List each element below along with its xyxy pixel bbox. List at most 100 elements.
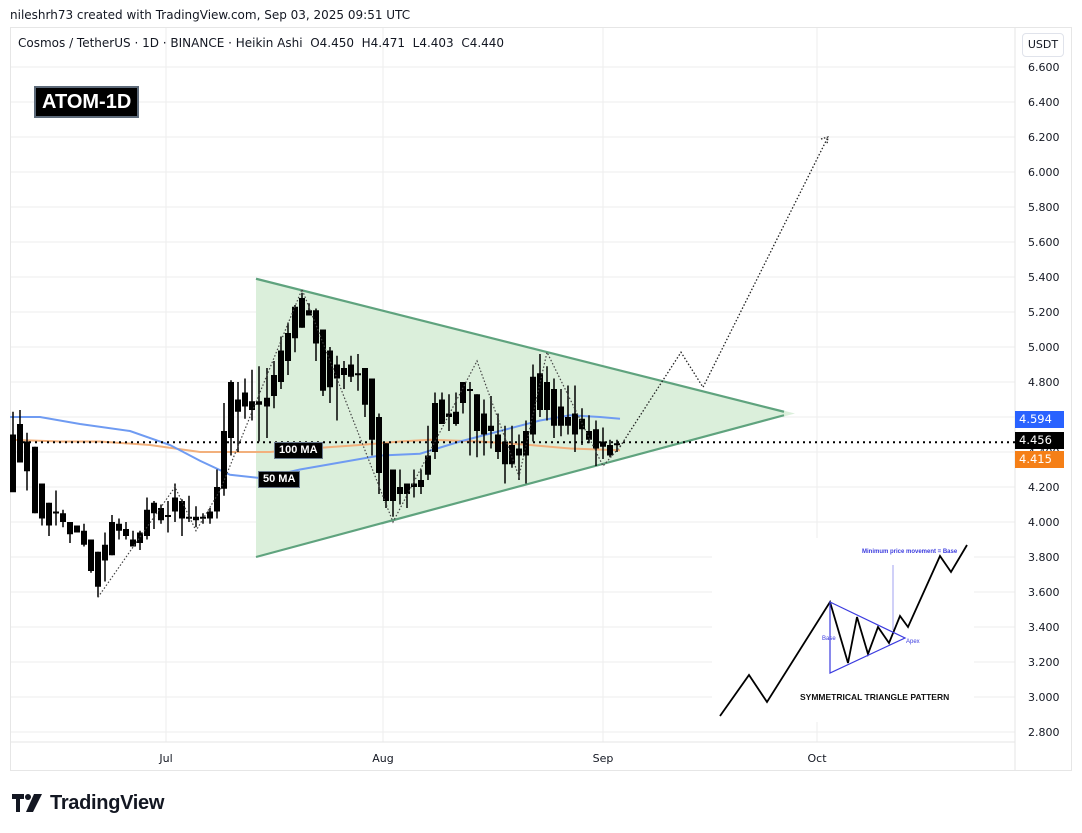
candle	[586, 415, 592, 444]
candle	[249, 369, 255, 421]
candle	[530, 364, 536, 442]
ma50-price-tag: 4.594	[1015, 411, 1064, 428]
y-axis-label: 3.600	[1028, 586, 1060, 599]
y-axis-label: 2.800	[1028, 726, 1060, 739]
candle	[39, 483, 45, 526]
candle	[460, 382, 466, 414]
inset-note: Minimum price movement = Base	[862, 549, 958, 555]
tradingview-logo-text: TradingView	[50, 791, 165, 814]
projection-path[interactable]	[619, 136, 829, 448]
projection-arrowhead-icon	[820, 136, 829, 145]
candle	[207, 508, 213, 524]
triangle-lower-trendline[interactable]	[255, 414, 785, 559]
ohlc-values: O4.450 H4.471 L4.403 C4.440	[310, 36, 505, 50]
candle	[439, 392, 445, 424]
candle	[10, 411, 16, 493]
candle	[271, 361, 277, 409]
candle	[481, 399, 487, 456]
candle	[432, 392, 438, 459]
candle	[376, 413, 382, 494]
candle	[600, 427, 606, 459]
y-axis-label: 4.800	[1028, 376, 1060, 389]
candle	[411, 469, 417, 498]
candle	[453, 392, 459, 426]
candle	[607, 439, 613, 458]
symbol-legend: Cosmos / TetherUS · 1D · BINANCE · Heiki…	[18, 36, 504, 50]
candle	[488, 396, 494, 449]
y-axis-label: 6.200	[1028, 131, 1060, 144]
candle	[228, 380, 234, 456]
candle	[474, 394, 480, 458]
inset-base-label: Base	[822, 636, 836, 642]
candle	[137, 530, 143, 550]
candle	[235, 382, 241, 452]
candle	[390, 469, 396, 517]
candle	[144, 497, 150, 540]
inset-apex-label: Apex	[906, 639, 920, 645]
y-axis-label: 3.000	[1028, 691, 1060, 704]
candle	[467, 382, 473, 456]
candle	[509, 425, 515, 468]
candle	[109, 515, 115, 556]
y-axis-label: 4.200	[1028, 481, 1060, 494]
candle	[95, 551, 101, 598]
y-axis-label: 5.200	[1028, 306, 1060, 319]
candle	[544, 366, 550, 421]
inset-title: SYMMETRICAL TRIANGLE PATTERN	[800, 692, 949, 702]
candle	[285, 322, 291, 375]
candle	[383, 443, 389, 508]
candle	[74, 525, 80, 533]
candle	[123, 522, 129, 540]
candle	[516, 434, 522, 480]
candle	[46, 502, 52, 536]
candle	[221, 403, 227, 496]
y-axis-label: 3.200	[1028, 656, 1060, 669]
last-price-tag: 4.456	[1015, 432, 1064, 449]
ma50-label: 50 MA	[258, 471, 301, 488]
candle	[292, 305, 298, 353]
candle	[495, 413, 501, 459]
candle	[151, 501, 157, 529]
y-axis-label: 5.000	[1028, 341, 1060, 354]
y-axis-label: 3.800	[1028, 551, 1060, 564]
candle	[327, 347, 333, 403]
ticker-badge: ATOM-1D	[34, 86, 140, 118]
candle	[256, 366, 262, 442]
currency-unit-button[interactable]: USDT	[1022, 33, 1064, 57]
candle	[614, 439, 620, 452]
candle	[565, 385, 571, 435]
candle	[313, 308, 319, 361]
candle	[369, 378, 375, 456]
candle	[341, 361, 347, 389]
candle	[130, 530, 136, 547]
candle	[24, 432, 30, 491]
y-axis-label: 6.400	[1028, 96, 1060, 109]
candle	[179, 499, 185, 536]
candle	[116, 518, 122, 540]
ma100-price-tag: 4.415	[1015, 451, 1064, 468]
tradingview-logo[interactable]: TradingView	[12, 790, 164, 816]
candle	[193, 506, 199, 528]
x-axis-label: Sep	[593, 752, 614, 765]
y-axis-label: 6.600	[1028, 61, 1060, 74]
candle	[537, 354, 543, 417]
candle	[397, 469, 403, 505]
candle	[348, 355, 354, 382]
tradingview-logo-icon	[12, 794, 42, 812]
candle	[355, 354, 361, 391]
chart-credit: nileshrh73 created with TradingView.com,…	[10, 8, 411, 22]
candle	[404, 483, 410, 508]
triangle-upper-trendline[interactable]	[255, 277, 785, 413]
candle	[425, 425, 431, 480]
candle	[67, 522, 73, 543]
candle	[102, 532, 108, 582]
candle	[446, 394, 452, 431]
ma100-label: 100 MA	[274, 442, 323, 459]
candle	[60, 509, 66, 528]
candle	[186, 495, 192, 522]
chart-frame	[10, 27, 1072, 771]
y-axis-label: 5.600	[1028, 236, 1060, 249]
candle	[32, 446, 38, 514]
candle	[334, 355, 340, 421]
